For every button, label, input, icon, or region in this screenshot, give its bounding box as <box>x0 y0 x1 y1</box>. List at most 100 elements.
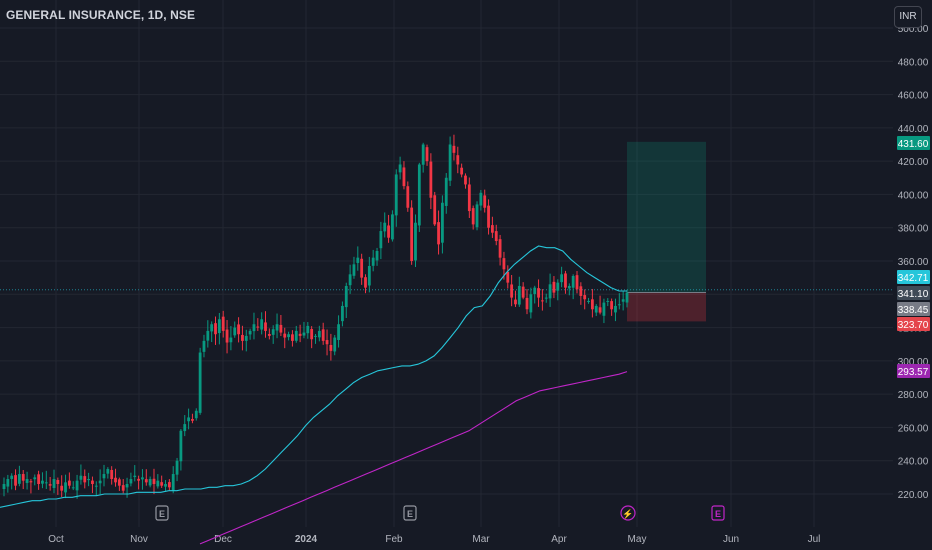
x-tick-label: Jul <box>808 534 821 545</box>
candle-body <box>506 271 510 283</box>
ema-slow-line <box>199 371 628 545</box>
candle-body <box>540 300 544 302</box>
earnings-marker-icon[interactable]: E <box>155 505 169 521</box>
candle-body <box>356 257 360 263</box>
candle-body <box>214 323 217 335</box>
candle-body <box>317 330 321 338</box>
price-label-box <box>897 302 930 316</box>
candle-body <box>560 274 564 283</box>
candle-body <box>433 195 437 225</box>
candle-body <box>460 167 464 175</box>
candle-body <box>367 265 371 286</box>
candle-body <box>383 222 387 232</box>
marker-label: E <box>159 509 165 519</box>
candle-body <box>98 480 102 484</box>
candle-body <box>483 195 487 208</box>
candle-body <box>64 482 67 493</box>
candle-body <box>625 292 629 303</box>
candle-body <box>387 225 390 238</box>
ema-fast-line <box>0 245 627 508</box>
candle-body <box>598 307 602 313</box>
candle-body <box>348 274 352 286</box>
candle-body <box>475 204 479 228</box>
y-tick-label: 240.00 <box>898 457 929 468</box>
candle-body <box>179 430 183 462</box>
candle-body <box>583 295 587 300</box>
candle-body <box>41 480 44 484</box>
y-tick-label: 300.00 <box>898 357 929 368</box>
candle-body <box>48 484 52 486</box>
candle-body <box>537 288 540 298</box>
y-tick-label: 440.00 <box>898 124 929 135</box>
candle-body <box>52 479 56 488</box>
candle-body <box>71 487 75 489</box>
x-tick-label: Dec <box>214 534 232 545</box>
candle-body <box>517 285 521 305</box>
candle-body <box>229 337 233 343</box>
candle-body <box>260 319 264 330</box>
candle-body <box>233 327 237 336</box>
y-tick-label: 400.00 <box>898 190 929 201</box>
candle-body <box>106 469 110 474</box>
price-label-box <box>897 364 930 378</box>
candle-body <box>429 161 433 198</box>
candle-body <box>391 214 394 240</box>
candle-body <box>310 329 314 340</box>
candle-body <box>610 301 614 310</box>
candle-body <box>129 479 133 484</box>
candle-body <box>590 299 594 310</box>
candle-body <box>217 319 221 334</box>
candle-body <box>287 334 290 338</box>
candle-body <box>44 482 48 484</box>
candle-body <box>514 299 517 305</box>
candle-body <box>25 479 29 483</box>
candle-body <box>14 475 17 486</box>
candle-body <box>471 208 475 225</box>
candle-body <box>256 326 260 328</box>
y-tick-label: 460.00 <box>898 91 929 102</box>
candle-body <box>121 485 125 491</box>
candle-body <box>337 324 340 340</box>
candle-body <box>241 334 244 341</box>
candle-body <box>444 177 448 206</box>
candle-body <box>410 207 414 261</box>
earnings-marker-icon[interactable]: E <box>403 505 417 521</box>
candle-body <box>467 184 471 212</box>
candle-body <box>75 480 79 491</box>
candle-body <box>141 477 144 480</box>
currency-button[interactable]: INR <box>894 6 922 28</box>
candle-body <box>564 273 567 288</box>
candle-body <box>587 300 590 302</box>
candle-body <box>183 424 187 432</box>
candle-body <box>152 478 156 485</box>
x-tick-label: Feb <box>385 534 403 545</box>
candle-body <box>206 330 210 341</box>
candle-body <box>37 474 41 485</box>
candle-body <box>110 469 114 480</box>
candle-body <box>464 175 467 185</box>
candle-body <box>552 281 556 293</box>
candle-body <box>91 480 94 485</box>
candle-body <box>298 333 302 336</box>
candle-body <box>117 479 121 486</box>
x-tick-label: Mar <box>472 534 490 545</box>
dividend-marker-icon[interactable]: ⚡ <box>620 505 636 521</box>
candle-body <box>548 284 552 299</box>
candle-body <box>487 205 490 228</box>
earnings-marker-icon[interactable]: E <box>711 505 725 521</box>
price-label-box <box>897 286 930 300</box>
marker-label: E <box>407 509 413 519</box>
y-tick-label: 280.00 <box>898 390 929 401</box>
candle-body <box>529 294 533 313</box>
candle-body <box>556 282 560 291</box>
candle-body <box>294 330 298 341</box>
candle-body <box>325 340 329 345</box>
candle-body <box>302 332 306 336</box>
candle-body <box>406 186 410 208</box>
x-tick-label: Nov <box>130 534 148 545</box>
candle-body <box>344 285 348 308</box>
candle-body <box>441 202 444 243</box>
candle-body <box>248 330 252 335</box>
candle-body <box>267 333 271 336</box>
